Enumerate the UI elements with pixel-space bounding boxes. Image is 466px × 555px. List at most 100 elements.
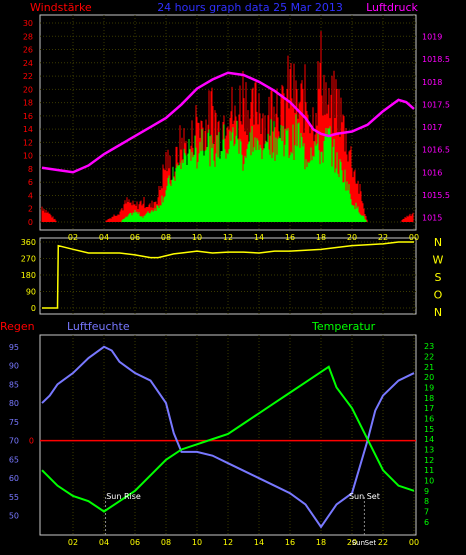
compass-label: W [433, 254, 444, 267]
compass-label: S [435, 271, 442, 284]
wind-tick-label: 0 [28, 218, 33, 227]
time-tick-label-bottom: 02 [68, 538, 78, 547]
time-tick-label: 22 [378, 233, 388, 242]
wind-axis-title: Windstärke [30, 1, 92, 14]
humidity-tick-label: 90 [9, 362, 19, 371]
temperature-line [41, 365, 415, 513]
pressure-tick-label: 1015.5 [422, 191, 450, 200]
temperature-tick-label: 10 [424, 476, 434, 485]
wind-tick-label: 28 [23, 32, 33, 41]
time-tick-label-bottom: 06 [130, 538, 140, 547]
rain-zero-label: 0 [29, 437, 34, 446]
pressure-tick-label: 1017.5 [422, 100, 450, 109]
time-tick-label-bottom: 22 [378, 538, 388, 547]
pressure-line [41, 71, 415, 174]
time-tick-label: 04 [99, 233, 109, 242]
time-tick-label: 12 [223, 233, 233, 242]
humidity-tick-label: 55 [9, 493, 19, 502]
pressure-tick-label: 1016.5 [422, 146, 450, 155]
humidity-tick-label: 75 [9, 418, 19, 427]
direction-tick-label: 180 [21, 271, 36, 280]
temperature-tick-label: 7 [424, 507, 429, 516]
compass-label: N [434, 306, 442, 319]
wind-tick-label: 4 [28, 191, 33, 200]
wind-tick-label: 8 [28, 165, 33, 174]
temperature-tick-label: 9 [424, 487, 429, 496]
wind-tick-label: 18 [23, 99, 33, 108]
temperature-tick-label: 8 [424, 497, 429, 506]
wind-tick-label: 24 [23, 59, 33, 68]
temperature-tick-label: 18 [424, 394, 434, 403]
time-tick-label-bottom: 18 [316, 538, 326, 547]
temperature-tick-label: 11 [424, 466, 434, 475]
temperature-tick-label: 17 [424, 404, 434, 413]
wind-tick-label: 10 [23, 152, 33, 161]
temperature-tick-label: 23 [424, 342, 434, 351]
time-tick-label-bottom: 00 [409, 538, 419, 547]
time-tick-label-bottom: 10 [192, 538, 202, 547]
direction-panel [39, 237, 417, 315]
direction-tick-label: 90 [26, 288, 36, 297]
temperature-tick-label: 22 [424, 352, 434, 361]
time-tick-label: 18 [316, 233, 326, 242]
graph-date-title: 24 hours graph data 25 Mar 2013 [157, 1, 343, 14]
wind-tick-label: 22 [23, 72, 33, 81]
direction-tick-label: 360 [21, 238, 36, 247]
temperature-tick-label: 6 [424, 518, 429, 527]
time-tick-label: 10 [192, 233, 202, 242]
wind-tick-label: 2 [28, 205, 33, 214]
pressure-tick-label: 1015 [422, 213, 442, 222]
humidity-tick-label: 85 [9, 380, 19, 389]
humidity-tick-label: 50 [9, 512, 19, 521]
temperature-tick-label: 21 [424, 363, 434, 372]
pressure-tick-label: 1017 [422, 123, 442, 132]
temperature-tick-label: 19 [424, 383, 434, 392]
time-tick-label-bottom: 08 [161, 538, 171, 547]
time-tick-label-bottom: 04 [99, 538, 109, 547]
humidity-tick-label: 60 [9, 474, 19, 483]
humidity-tick-label: 80 [9, 399, 19, 408]
compass-label: N [434, 236, 442, 249]
wind-tick-label: 16 [23, 112, 33, 121]
temperature-tick-label: 20 [424, 373, 434, 382]
time-tick-label-bottom: 12 [223, 538, 233, 547]
direction-tick-label: 270 [21, 255, 36, 264]
wind-tick-label: 14 [23, 125, 33, 134]
sunset-axis-label: Set [365, 539, 377, 547]
humidity-line [41, 345, 415, 529]
time-tick-label: 14 [254, 233, 264, 242]
time-tick-label: 20 [347, 233, 357, 242]
wind-tick-label: 12 [23, 138, 33, 147]
temperature-tick-label: 15 [424, 425, 434, 434]
pressure-tick-label: 1019 [422, 33, 442, 42]
temperature-tick-label: 14 [424, 435, 434, 444]
rain-axis-title: Regen [0, 320, 35, 333]
time-tick-label-bottom: 16 [285, 538, 295, 547]
time-tick-label: 16 [285, 233, 295, 242]
wind-tick-label: 20 [23, 85, 33, 94]
pressure-tick-label: 1018 [422, 78, 442, 87]
humidity-tick-label: 95 [9, 343, 19, 352]
direction-tick-label: 0 [31, 304, 36, 313]
time-tick-label-bottom: 14 [254, 538, 264, 547]
wind-direction-line [42, 241, 414, 309]
wind-tick-label: 26 [23, 46, 33, 55]
temperature-tick-label: 16 [424, 414, 434, 423]
humidity-tick-label: 70 [9, 437, 19, 446]
humidity-axis-title: Luftfeuchte [67, 320, 130, 333]
temperature-axis-title: Temperatur [311, 320, 376, 333]
sunset-label: Sun Set [349, 492, 380, 501]
compass-label: O [434, 289, 443, 302]
time-tick-label: 06 [130, 233, 140, 242]
humidity-tick-label: 65 [9, 455, 19, 464]
pressure-tick-label: 1016 [422, 168, 442, 177]
sunrise-label: Sun Rise [106, 492, 141, 501]
time-tick-label-bottom: 20 [347, 538, 357, 547]
wind-tick-label: 6 [28, 178, 33, 187]
pressure-tick-label: 1018.5 [422, 55, 450, 64]
temperature-tick-label: 13 [424, 445, 434, 454]
time-tick-label: 08 [161, 233, 171, 242]
time-tick-label: 02 [68, 233, 78, 242]
wind-tick-label: 30 [23, 19, 33, 28]
